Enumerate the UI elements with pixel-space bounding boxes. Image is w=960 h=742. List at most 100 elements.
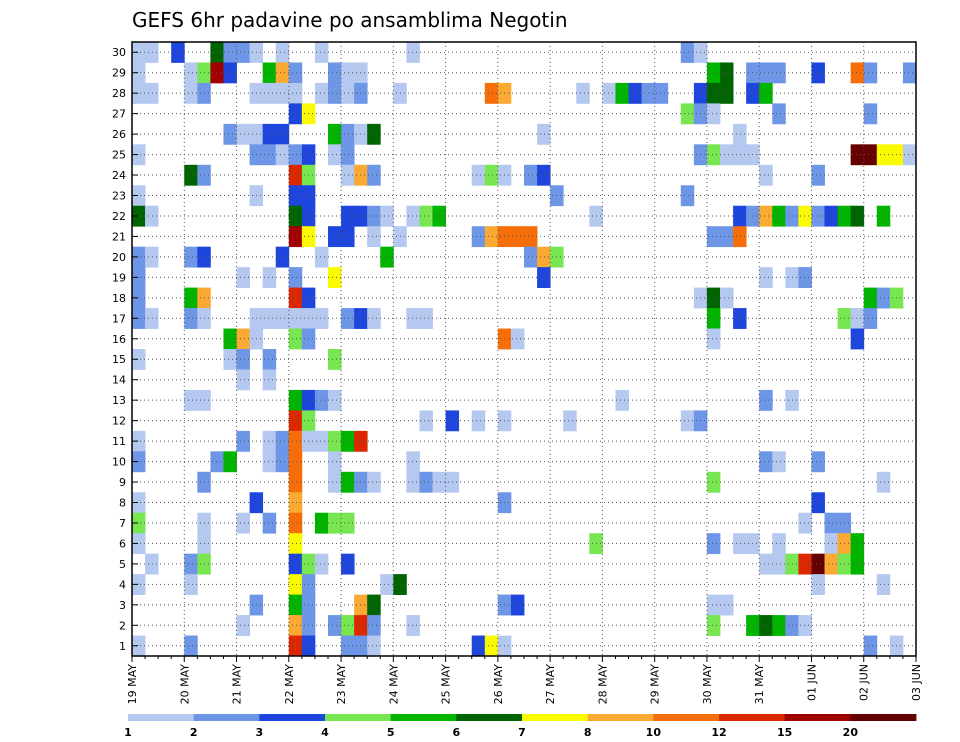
colorbar-swatch [390,714,457,721]
heatmap-cell [733,226,747,248]
heatmap-cell [132,287,146,309]
heatmap-cell [824,205,838,227]
heatmap-cell [471,635,486,657]
heatmap-cell [706,308,721,329]
heatmap-cell [406,451,420,473]
x-tick-label: 21 MAY [231,664,244,705]
heatmap-cell [132,185,146,207]
heatmap-cell [654,82,669,104]
y-tick-label: 1 [119,640,126,653]
heatmap-cell [132,267,146,288]
heatmap-cell [288,62,303,84]
heatmap-cell [367,226,381,248]
heatmap-cell [288,308,303,329]
heatmap-cell [288,451,303,473]
y-tick-label: 15 [112,353,126,366]
heatmap-cell [537,164,551,186]
heatmap-cell [876,287,891,309]
heatmap-cell [262,349,277,370]
heatmap-cell [328,82,342,104]
heatmap-cell [288,103,303,125]
heatmap-cell [367,123,381,145]
heatmap-cell [236,512,250,534]
heatmap-cell [850,144,865,166]
heatmap-cell [262,123,277,145]
heatmap-cell [314,512,329,534]
heatmap-cell [510,226,525,248]
heatmap-cell [484,226,499,248]
heatmap-cell [288,594,303,616]
heatmap-cell [341,62,355,84]
heatmap-cell [132,430,146,452]
heatmap-cell [720,144,734,166]
heatmap-cell [341,471,355,493]
heatmap-cell [811,205,825,227]
heatmap-cell [275,308,290,329]
heatmap-cell [132,349,146,370]
heatmap-cell [876,144,891,166]
heatmap-cell [145,308,159,329]
heatmap-cell [706,328,721,350]
heatmap-cell [772,62,786,84]
heatmap-cell [576,82,590,104]
heatmap-cell [288,287,303,309]
y-tick-label: 26 [112,128,126,141]
heatmap-cell [328,451,342,473]
x-tick-label: 25 MAY [440,664,453,705]
heatmap-cell [772,205,786,227]
heatmap-cell [863,287,878,309]
heatmap-cell [288,164,303,186]
colorbar-label: 5 [387,726,395,739]
y-tick-label: 16 [112,333,126,346]
heatmap-cell [184,164,198,186]
heatmap-cell [314,42,329,63]
heatmap-cell [236,328,250,350]
heatmap-cell [262,144,277,166]
x-axis-labels: 19 MAY 20 MAY 21 MAY 22 MAY 23 MAY 24 MAY 25 M… [126,664,923,705]
heatmap-cell [850,205,865,227]
heatmap-cell [380,205,394,227]
heatmap-cell [824,533,838,555]
heatmap-cell [484,635,499,657]
y-tick-label: 10 [112,456,126,469]
heatmap-cell [132,62,146,84]
heatmap-cell [537,267,551,288]
heatmap-cell [288,430,303,452]
heatmap-cell [210,42,224,63]
heatmap-cell [680,103,695,125]
y-tick-label: 14 [112,374,126,387]
heatmap-cell [288,533,303,555]
heatmap-cell [759,389,773,411]
heatmap-cell [863,103,878,125]
heatmap-cell [275,123,290,145]
heatmap-cell [262,451,277,473]
heatmap-cell [367,635,381,657]
heatmap-cell [210,451,224,473]
heatmap-cell [510,594,525,616]
y-tick-label: 11 [112,435,126,448]
heatmap-cell [367,471,381,493]
heatmap-cell [184,553,198,575]
heatmap-cell [314,553,329,575]
heatmap-cell [850,308,865,329]
heatmap-cell [380,574,394,595]
colorbar-label: 10 [646,726,662,739]
heatmap-cell [706,471,721,493]
heatmap-cell [524,246,538,268]
heatmap-cell [406,205,420,227]
heatmap-cell [863,144,878,166]
y-tick-label: 21 [112,230,126,243]
colorbar-swatch [850,714,917,721]
x-tick-label: 29 MAY [649,664,662,705]
heatmap-cell [262,512,277,534]
heatmap-cell [288,635,303,657]
heatmap-cell [184,308,198,329]
heatmap-cell [341,144,355,166]
heatmap-cell [484,164,499,186]
heatmap-cell [341,226,355,248]
heatmap-cell [406,471,420,493]
heatmap-cell [341,615,355,636]
heatmap-cell [602,82,616,104]
heatmap-cell [380,246,394,268]
heatmap-cell [288,226,303,248]
